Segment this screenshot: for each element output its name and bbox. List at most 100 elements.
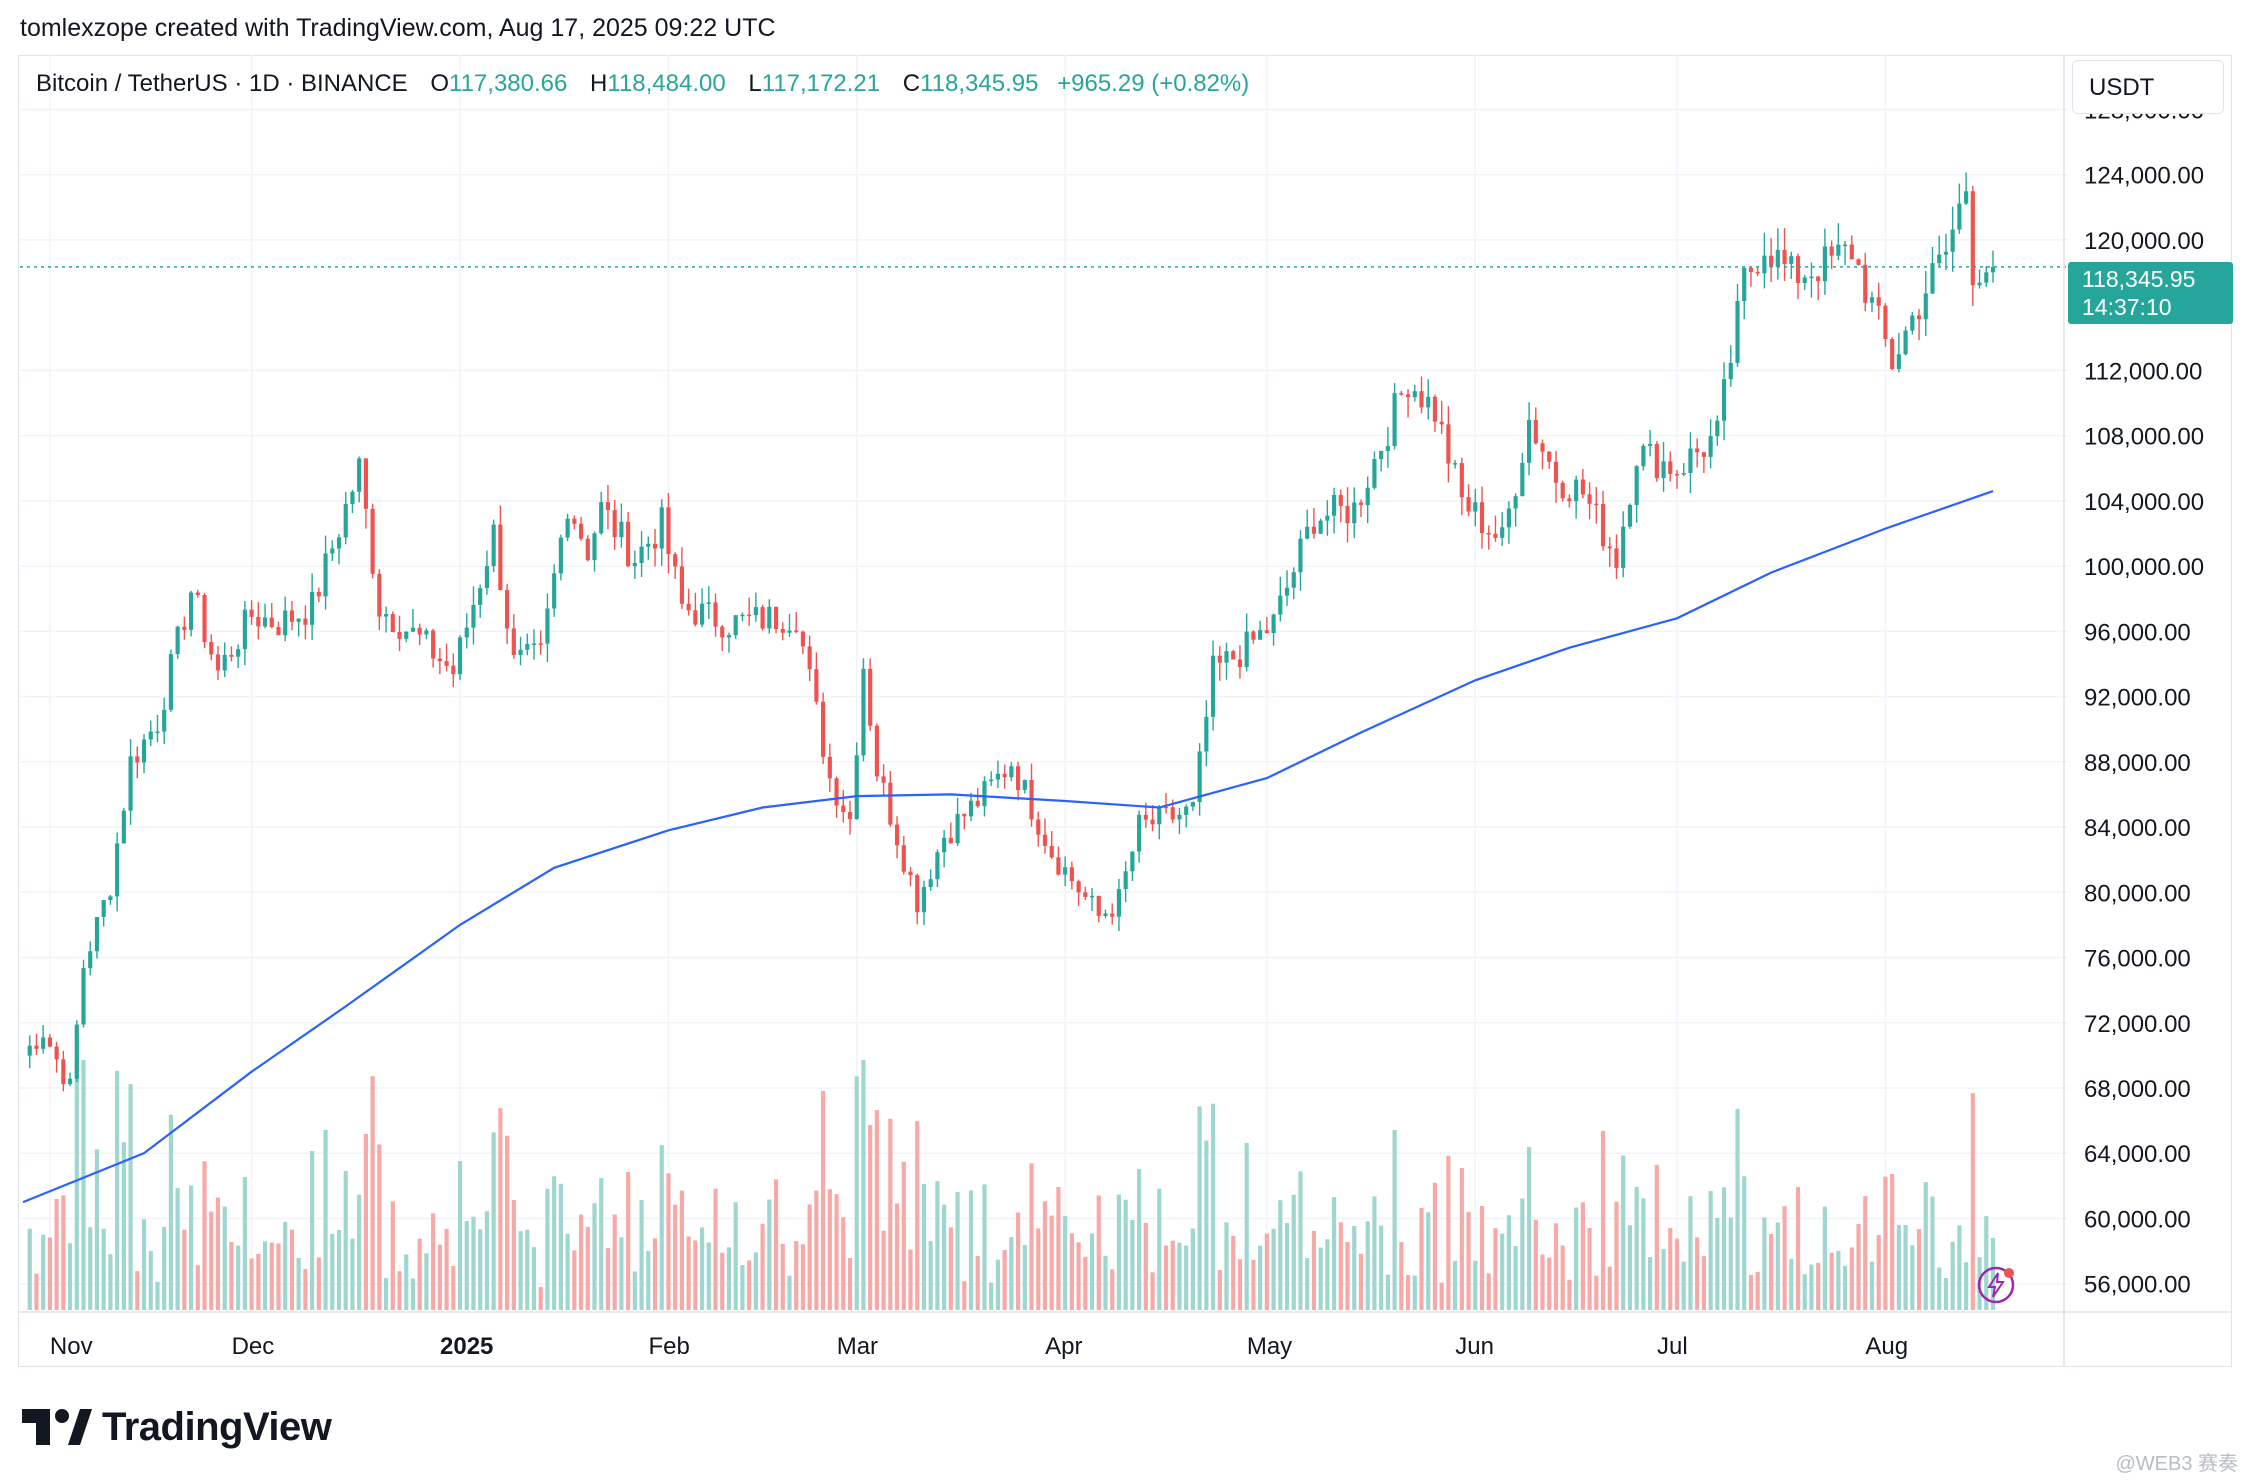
candle-body: [1123, 871, 1128, 890]
volume-bar: [67, 1243, 73, 1310]
volume-bar: [1258, 1245, 1263, 1310]
candle-body: [881, 776, 886, 783]
volume-bar: [1365, 1221, 1370, 1310]
volume-bar: [74, 1060, 79, 1310]
volume-bar: [1849, 1247, 1854, 1310]
candle-body: [1890, 339, 1895, 369]
candle-body: [599, 502, 604, 534]
volume-bar: [1022, 1245, 1027, 1310]
volume-bar: [565, 1233, 570, 1310]
volume-bar: [1130, 1219, 1135, 1310]
volume-bar: [431, 1213, 436, 1310]
candle-body: [666, 507, 671, 555]
candle-body: [888, 782, 893, 825]
candle-body: [1002, 773, 1007, 778]
volume-bar: [1674, 1238, 1680, 1310]
candle-body: [498, 524, 503, 591]
volume-bar: [88, 1227, 93, 1310]
candle-body: [1876, 297, 1881, 306]
volume-bar: [599, 1178, 604, 1310]
volume-bar: [222, 1206, 227, 1310]
volume-bar: [874, 1110, 879, 1310]
volume-bar: [1204, 1140, 1209, 1310]
candle-body: [861, 668, 866, 756]
candle-body: [948, 837, 953, 844]
volume-bar: [1560, 1245, 1565, 1310]
lightning-icon[interactable]: [1976, 1265, 2016, 1305]
volume-bar: [498, 1108, 503, 1310]
volume-bar: [821, 1091, 826, 1310]
volume-bar: [626, 1172, 631, 1310]
volume-bar: [1385, 1274, 1390, 1310]
candle-body: [760, 607, 765, 629]
currency-selector[interactable]: USDT: [2072, 60, 2224, 114]
volume-bar: [1648, 1256, 1653, 1310]
candle-body: [108, 896, 113, 901]
volume-bar: [1076, 1242, 1081, 1310]
candle-body: [1869, 297, 1875, 303]
volume-bar: [773, 1179, 779, 1310]
volume-bar: [1937, 1267, 1942, 1310]
symbol-legend: Bitcoin / TetherUS · 1D · BINANCE O117,3…: [36, 70, 1249, 98]
volume-bar: [289, 1229, 295, 1310]
volume-bar: [673, 1204, 678, 1310]
price-tick-label: 72,000.00: [2084, 1011, 2191, 1038]
candle-body: [847, 812, 853, 820]
candle-body: [1782, 249, 1787, 264]
candle-body: [1695, 448, 1700, 453]
candle-body: [1748, 267, 1754, 272]
candle-body: [1809, 276, 1814, 279]
volume-bar: [1634, 1187, 1639, 1310]
time-tick-label: Aug: [1865, 1333, 1908, 1360]
volume-bar: [814, 1190, 819, 1310]
candle-body: [753, 607, 758, 616]
tradingview-logo[interactable]: TradingView: [22, 1405, 332, 1449]
volume-bar: [1056, 1186, 1061, 1310]
candle-body: [1547, 451, 1552, 462]
moving-average-line: [22, 490, 1994, 1204]
volume-bar: [1405, 1275, 1411, 1310]
candle-body: [41, 1037, 46, 1049]
candle-body: [1661, 461, 1666, 479]
candle-body: [1728, 362, 1733, 380]
volume-bar: [1311, 1230, 1317, 1310]
candle-body: [1721, 379, 1727, 421]
volume-bar: [982, 1184, 987, 1310]
volume-bar: [578, 1214, 584, 1310]
candle-body: [1049, 845, 1054, 858]
volume-bar: [1943, 1277, 1949, 1310]
candle-body: [1358, 502, 1364, 506]
candle-body: [1116, 889, 1122, 917]
candle-body: [101, 900, 106, 918]
candle-body: [61, 1059, 66, 1085]
high-value: 118,484.00: [607, 70, 726, 97]
candle-body: [457, 637, 463, 675]
candle-body: [713, 602, 718, 627]
volume-bar: [807, 1204, 812, 1310]
volume-bar: [303, 1268, 308, 1310]
candle-body: [54, 1046, 59, 1060]
candle-body: [646, 543, 651, 547]
volume-bar: [908, 1249, 913, 1310]
volume-bar: [558, 1183, 563, 1310]
candle-body: [1432, 396, 1438, 422]
volume-bar: [1332, 1197, 1337, 1310]
candle-body: [874, 725, 879, 777]
volume-bar: [942, 1204, 947, 1310]
volume-bar: [928, 1240, 933, 1310]
candle-body: [135, 756, 140, 763]
volume-bar: [242, 1176, 247, 1310]
candle-body: [1594, 503, 1599, 506]
volume-bar: [881, 1230, 886, 1310]
bar-countdown: 14:37:10: [2082, 294, 2172, 320]
price-tick-label: 60,000.00: [2084, 1206, 2191, 1233]
volume-bar: [1775, 1222, 1780, 1310]
volume-bar: [1453, 1260, 1458, 1310]
candle-body: [1580, 479, 1585, 495]
volume-bar: [1392, 1129, 1397, 1310]
price-tick-label: 56,000.00: [2084, 1272, 2191, 1299]
price-tick-label: 96,000.00: [2084, 619, 2191, 646]
candle-body: [592, 533, 597, 561]
candle-body: [921, 886, 927, 913]
